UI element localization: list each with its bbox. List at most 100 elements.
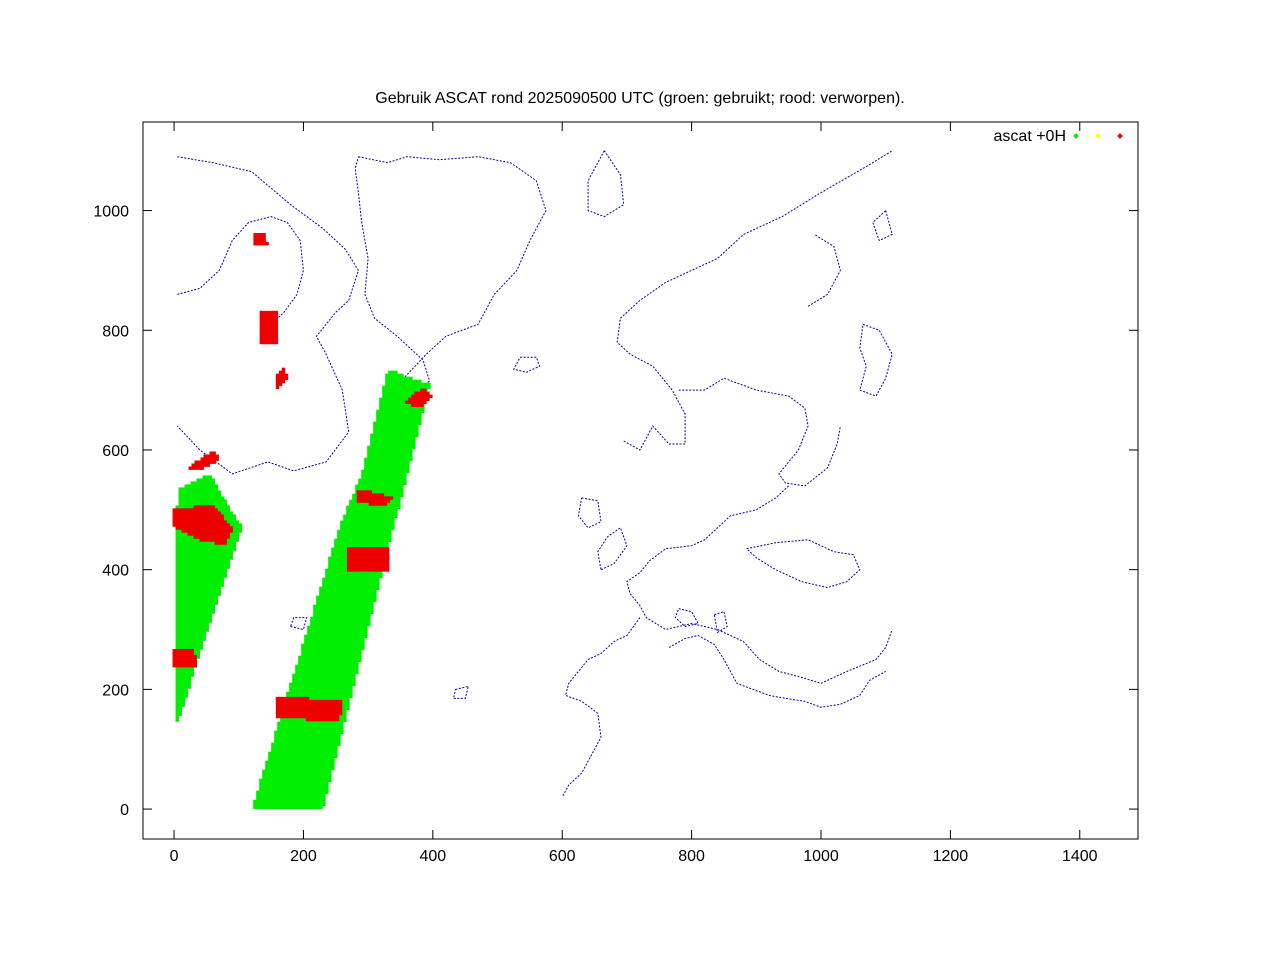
observation-point	[337, 616, 341, 621]
observation-point	[370, 469, 374, 474]
observation-point	[331, 556, 335, 561]
observation-point	[187, 589, 191, 593]
observation-point	[307, 721, 311, 726]
observation-point	[323, 717, 328, 722]
observation-point	[400, 472, 404, 477]
observation-point	[328, 604, 332, 609]
observation-point	[298, 658, 302, 663]
observation-point	[340, 727, 344, 732]
observation-point	[187, 580, 191, 584]
observation-point	[337, 580, 341, 585]
observation-point	[346, 565, 351, 569]
observation-point	[355, 652, 359, 657]
observation-point	[298, 802, 302, 807]
observation-point	[178, 625, 182, 629]
observation-point	[199, 517, 203, 521]
observation-point	[388, 376, 392, 381]
observation-point	[340, 571, 344, 576]
observation-point	[382, 391, 386, 396]
observation-point	[331, 727, 335, 732]
observation-point	[208, 517, 212, 521]
observation-point	[364, 556, 369, 560]
observation-point	[184, 589, 188, 593]
observation-point	[400, 418, 404, 423]
observation-point	[187, 682, 191, 686]
observation-point	[406, 424, 410, 429]
observation-point	[292, 676, 296, 681]
observation-point	[316, 760, 320, 765]
observation-point	[214, 559, 218, 563]
observation-point	[385, 487, 389, 492]
observation-point	[217, 580, 221, 584]
observation-point	[235, 523, 239, 527]
observation-point	[379, 436, 383, 441]
observation-point	[406, 457, 410, 462]
observation-point	[187, 493, 191, 497]
observation-point	[320, 699, 325, 704]
observation-point	[190, 634, 194, 638]
observation-point	[199, 589, 203, 593]
observation-point	[277, 766, 281, 771]
observation-point	[229, 514, 233, 518]
observation-point	[376, 424, 380, 429]
observation-point	[340, 595, 344, 600]
observation-point	[292, 784, 296, 789]
observation-point	[391, 376, 395, 381]
observation-point	[292, 688, 296, 693]
observation-point	[178, 541, 182, 545]
observation-point	[311, 702, 316, 707]
observation-point	[355, 523, 359, 528]
observation-point	[376, 511, 380, 516]
observation-point	[334, 694, 338, 699]
observation-point	[184, 604, 188, 608]
observation-point	[334, 664, 338, 669]
observation-point	[319, 739, 323, 744]
observation-point	[313, 619, 317, 624]
observation-point	[178, 657, 182, 662]
observation-point	[184, 601, 188, 605]
observation-point	[334, 622, 338, 627]
observation-point	[278, 699, 283, 704]
observation-point	[385, 415, 389, 420]
observation-point	[331, 730, 335, 735]
observation-point	[208, 592, 212, 596]
observation-point	[211, 508, 215, 512]
observation-point	[202, 586, 206, 590]
observation-point	[295, 685, 299, 690]
observation-point	[175, 514, 179, 518]
observation-point	[302, 702, 307, 707]
observation-point	[238, 523, 242, 527]
observation-point	[316, 685, 320, 690]
observation-point	[281, 702, 286, 707]
observation-point	[403, 442, 407, 447]
observation-point	[349, 679, 353, 684]
observation-point	[361, 598, 365, 603]
observation-point	[397, 427, 401, 432]
observation-point	[388, 478, 392, 483]
observation-point	[202, 637, 206, 641]
observation-point	[367, 472, 371, 477]
observation-point	[283, 724, 287, 729]
observation-point	[220, 517, 224, 521]
observation-point	[193, 657, 197, 662]
observation-point	[349, 532, 353, 537]
observation-point	[271, 793, 275, 798]
observation-point	[283, 754, 287, 759]
observation-point	[193, 634, 197, 638]
observation-point	[322, 610, 326, 615]
observation-point	[382, 415, 386, 420]
observation-point	[215, 454, 219, 458]
observation-point	[367, 514, 371, 519]
observation-point	[196, 520, 200, 524]
observation-point	[421, 409, 425, 414]
observation-point	[265, 313, 270, 318]
observation-point	[217, 490, 221, 494]
observation-point	[370, 532, 374, 537]
observation-point	[316, 754, 320, 759]
observation-point	[175, 526, 179, 530]
observation-point	[376, 547, 381, 551]
observation-point	[358, 541, 362, 546]
observation-point	[322, 655, 326, 660]
observation-point	[328, 775, 332, 780]
observation-point	[190, 598, 194, 602]
